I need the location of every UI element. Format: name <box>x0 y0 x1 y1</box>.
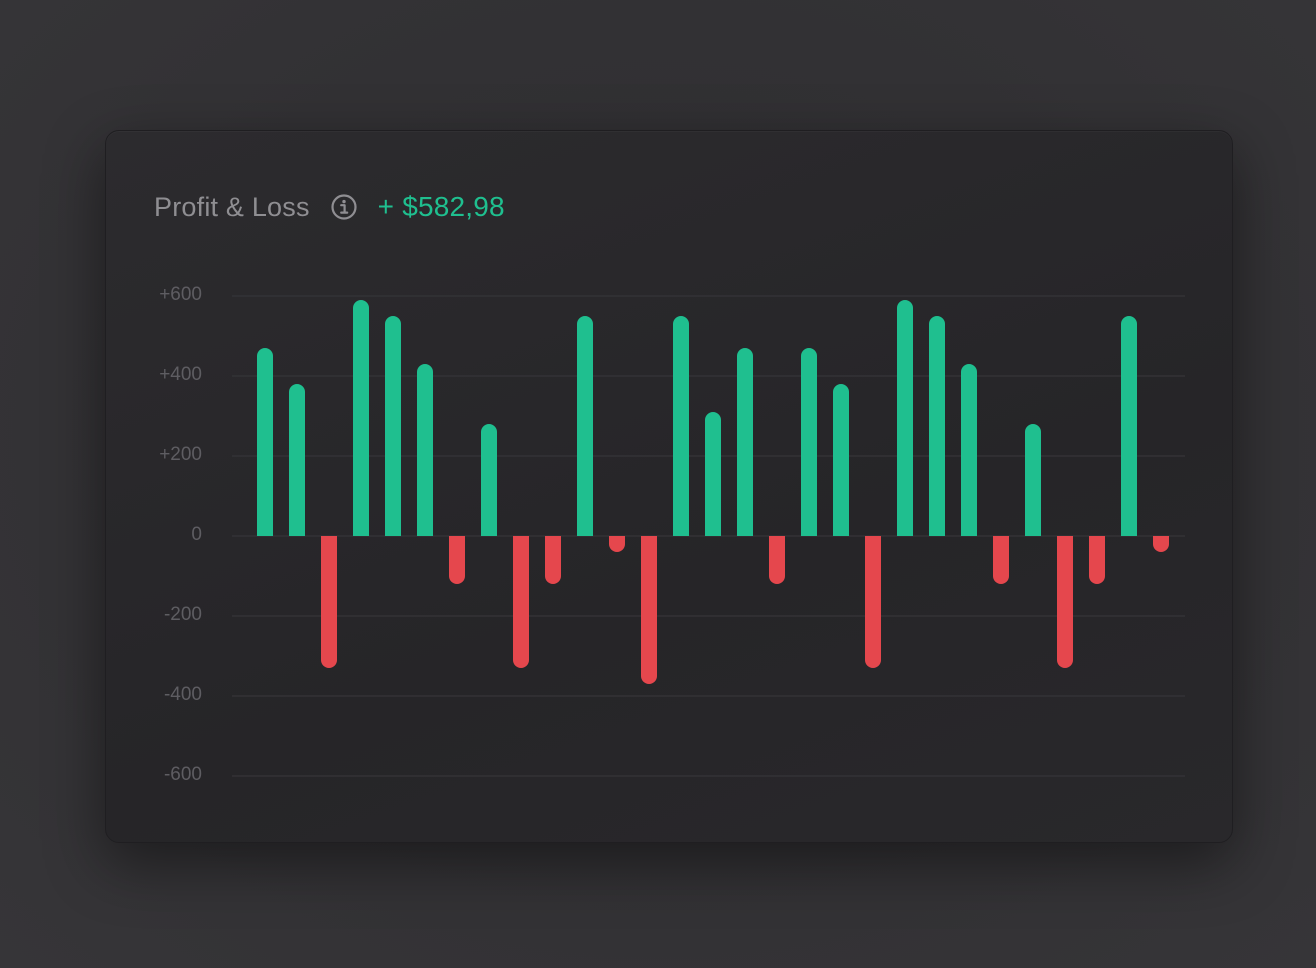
profit-bar[interactable] <box>257 348 273 536</box>
card-title: Profit & Loss <box>154 191 310 222</box>
y-tick-label: -200 <box>164 604 202 625</box>
y-tick-label: 0 <box>191 524 202 545</box>
y-tick-label: -400 <box>164 684 202 705</box>
y-tick-label: +600 <box>159 284 202 305</box>
loss-bar[interactable] <box>1057 536 1073 668</box>
loss-bar[interactable] <box>1089 536 1105 584</box>
loss-bar[interactable] <box>993 536 1009 584</box>
loss-bar[interactable] <box>321 536 337 668</box>
loss-bar[interactable] <box>449 536 465 584</box>
profit-bar[interactable] <box>289 384 305 536</box>
profit-bar[interactable] <box>1121 316 1137 536</box>
profit-bar[interactable] <box>737 348 753 536</box>
profit-bar[interactable] <box>705 412 721 536</box>
y-tick-label: +200 <box>159 444 202 465</box>
profit-bar[interactable] <box>897 300 913 536</box>
loss-bar[interactable] <box>545 536 561 584</box>
loss-bar[interactable] <box>769 536 785 584</box>
total-pnl-value: + $582,98 <box>377 191 505 222</box>
y-tick-label: +400 <box>159 364 202 385</box>
loss-bar[interactable] <box>641 536 657 684</box>
loss-bar[interactable] <box>865 536 881 668</box>
card-header: Profit & Loss + $582,98 <box>154 189 505 225</box>
profit-bar[interactable] <box>961 364 977 536</box>
info-circle-icon[interactable] <box>330 193 358 221</box>
profit-bar[interactable] <box>417 364 433 536</box>
pnl-card: Profit & Loss + $582,98 +600 +400 +200 0 -20… <box>105 130 1233 843</box>
profit-bar[interactable] <box>801 348 817 536</box>
profit-bar[interactable] <box>577 316 593 536</box>
loss-bar[interactable] <box>513 536 529 668</box>
y-tick-label: -600 <box>164 764 202 785</box>
profit-bar[interactable] <box>673 316 689 536</box>
profit-bar[interactable] <box>481 424 497 536</box>
loss-bar[interactable] <box>1153 536 1169 552</box>
loss-bar[interactable] <box>609 536 625 552</box>
profit-bar[interactable] <box>1025 424 1041 536</box>
profit-bar[interactable] <box>353 300 369 536</box>
profit-bar[interactable] <box>929 316 945 536</box>
profit-bar[interactable] <box>833 384 849 536</box>
pnl-bar-chart: +600 +400 +200 0 -200 -400 -600 <box>159 284 1185 785</box>
profit-bar[interactable] <box>385 316 401 536</box>
